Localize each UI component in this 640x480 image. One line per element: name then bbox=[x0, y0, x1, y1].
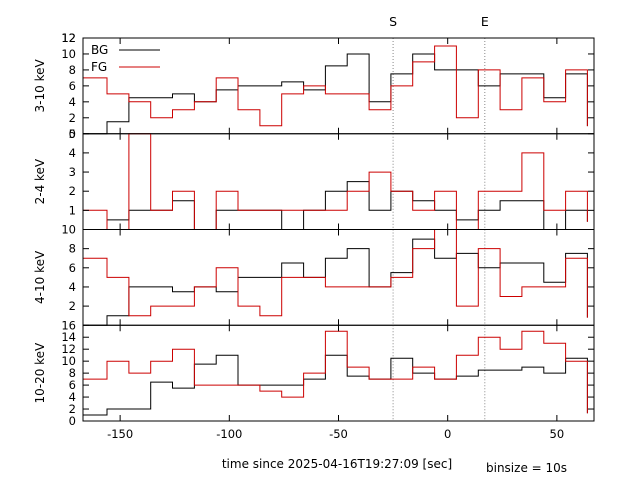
y-tick-label: 2 bbox=[69, 111, 76, 125]
y-tick-label: 0 bbox=[69, 127, 76, 141]
y-top-tick-label: 16 bbox=[61, 318, 76, 332]
series-BG-step-line bbox=[83, 354, 588, 416]
x-tick-label: -150 bbox=[107, 427, 133, 441]
legend-label-FG: FG bbox=[91, 60, 107, 74]
y-tick-label: 14 bbox=[61, 330, 76, 344]
y-tick-label: 12 bbox=[61, 342, 76, 356]
legend: BG FG bbox=[91, 43, 160, 74]
y-tick-label: 8 bbox=[69, 63, 76, 77]
y-tick-label: 12 bbox=[61, 31, 76, 45]
series-FG-step-line bbox=[83, 229, 588, 318]
y-tick-label: 2 bbox=[69, 299, 76, 313]
y-tick-label: 4 bbox=[69, 390, 76, 404]
y-tick-label: 4 bbox=[69, 280, 76, 294]
y-axis-label: 4-10 keV bbox=[33, 250, 47, 304]
y-tick-label: 4 bbox=[69, 95, 76, 109]
y-top-tick-label: 5 bbox=[69, 127, 76, 141]
y-top-tick-label: 12 bbox=[61, 31, 76, 45]
y-axis-label: 10-20 keV bbox=[33, 342, 47, 404]
y-tick-label: 6 bbox=[69, 261, 76, 275]
series-FG-step-line bbox=[83, 45, 588, 127]
x-tick-label: 50 bbox=[550, 427, 565, 441]
y-tick-label: 2 bbox=[69, 184, 76, 198]
y-tick-label: 2 bbox=[69, 402, 76, 416]
series-FG-step-line bbox=[83, 133, 588, 230]
y-tick-label: 10 bbox=[61, 47, 76, 61]
y-tick-label: 6 bbox=[69, 79, 76, 93]
y-top-tick-label: 10 bbox=[61, 223, 76, 237]
y-tick-label: 8 bbox=[69, 242, 76, 256]
series-FG-step-line bbox=[83, 330, 588, 414]
x-tick-label: -50 bbox=[329, 427, 348, 441]
marker-label-S: S bbox=[389, 14, 397, 29]
y-axis-label: 3-10 keV bbox=[33, 59, 47, 113]
marker-label-E: E bbox=[481, 14, 489, 29]
x-axis-label: time since 2025-04-16T19:27:09 [sec] bbox=[222, 457, 452, 471]
x-tick-label: -100 bbox=[216, 427, 242, 441]
y-tick-label: 8 bbox=[69, 366, 76, 380]
y-tick-label: 1 bbox=[69, 203, 76, 217]
y-tick-label: 0 bbox=[69, 414, 76, 428]
legend-label-BG: BG bbox=[91, 43, 108, 57]
y-tick-label: 10 bbox=[61, 354, 76, 368]
y-tick-label: 4 bbox=[69, 146, 76, 160]
binsize-label: binsize = 10s bbox=[486, 461, 567, 475]
y-tick-label: 3 bbox=[69, 165, 76, 179]
y-axis-label: 2-4 keV bbox=[33, 158, 47, 204]
x-tick-label: 0 bbox=[444, 427, 451, 441]
y-tick-label: 6 bbox=[69, 378, 76, 392]
